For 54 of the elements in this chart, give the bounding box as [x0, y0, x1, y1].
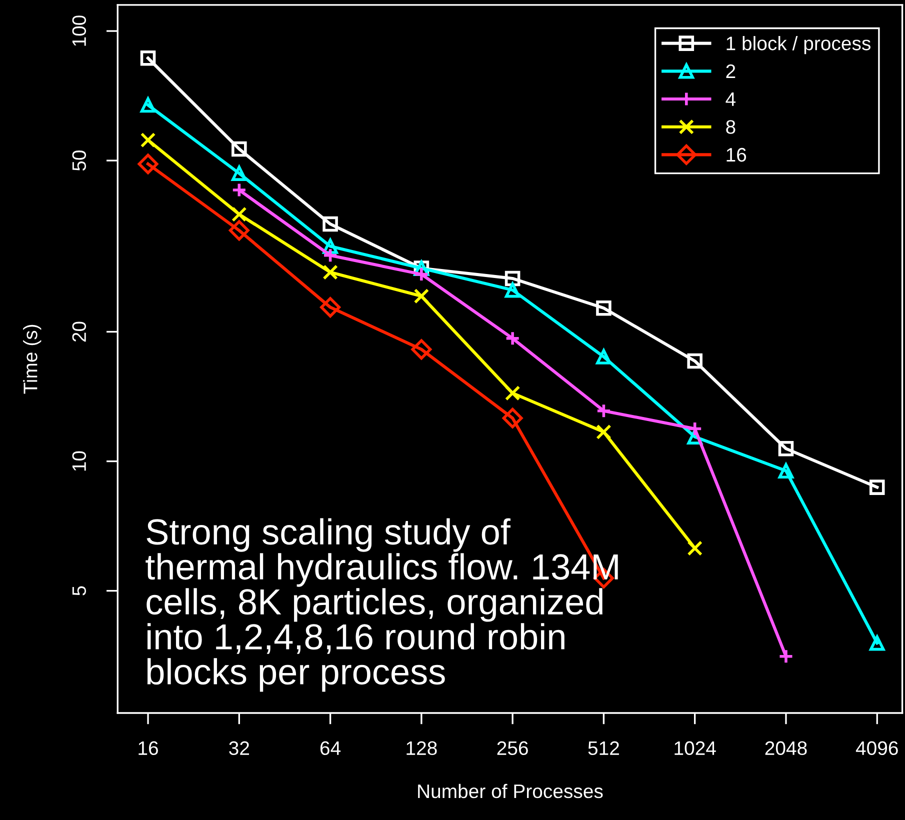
- legend-label: 8: [726, 120, 736, 134]
- x-tick-label: 4096: [856, 741, 898, 756]
- y-tick-label: 5: [72, 586, 86, 596]
- x-tick-label: 512: [588, 741, 619, 756]
- point: [687, 540, 702, 556]
- x-tick-label: 64: [320, 741, 341, 756]
- y-tick-label: 20: [72, 322, 86, 342]
- legend-label: 4: [726, 92, 736, 106]
- point: [320, 297, 341, 318]
- point: [504, 282, 520, 298]
- y-tick-label: 10: [72, 451, 86, 471]
- x-tick-label: 16: [138, 741, 158, 756]
- x-tick-label: 2048: [765, 741, 807, 756]
- point: [869, 635, 885, 651]
- point: [596, 300, 612, 316]
- point: [414, 288, 430, 304]
- y-tick-label: 50: [72, 150, 86, 171]
- point: [140, 132, 156, 148]
- point: [504, 330, 520, 346]
- legend-label: 16: [726, 148, 746, 162]
- point: [140, 50, 156, 66]
- point: [232, 206, 247, 222]
- point: [778, 441, 794, 456]
- x-tick-label: 128: [406, 741, 437, 756]
- point: [228, 220, 250, 241]
- point: [687, 421, 702, 436]
- point: [322, 248, 338, 264]
- y-tick-label: 100: [72, 16, 86, 46]
- point: [504, 386, 520, 401]
- y-axis-title: Time (s): [23, 324, 42, 394]
- point: [414, 266, 430, 282]
- x-tick-label: 1024: [674, 741, 716, 756]
- point: [322, 264, 338, 280]
- point: [596, 403, 612, 418]
- x-tick-label: 256: [497, 741, 528, 756]
- point: [138, 154, 158, 174]
- point: [596, 349, 612, 364]
- point: [140, 97, 156, 113]
- point: [504, 270, 520, 286]
- point: [322, 216, 338, 232]
- point: [232, 182, 247, 198]
- point: [232, 141, 247, 157]
- x-axis-title: Number of Processes: [418, 784, 603, 798]
- point: [869, 480, 885, 495]
- point: [687, 353, 702, 369]
- point: [502, 408, 523, 428]
- legend-label: 1 block / process: [726, 36, 870, 54]
- point: [778, 463, 794, 479]
- point: [411, 339, 432, 360]
- x-tick-label: 32: [229, 741, 249, 756]
- point: [232, 166, 247, 181]
- legend-label: 2: [726, 64, 736, 78]
- point: [596, 424, 612, 440]
- point: [778, 648, 794, 664]
